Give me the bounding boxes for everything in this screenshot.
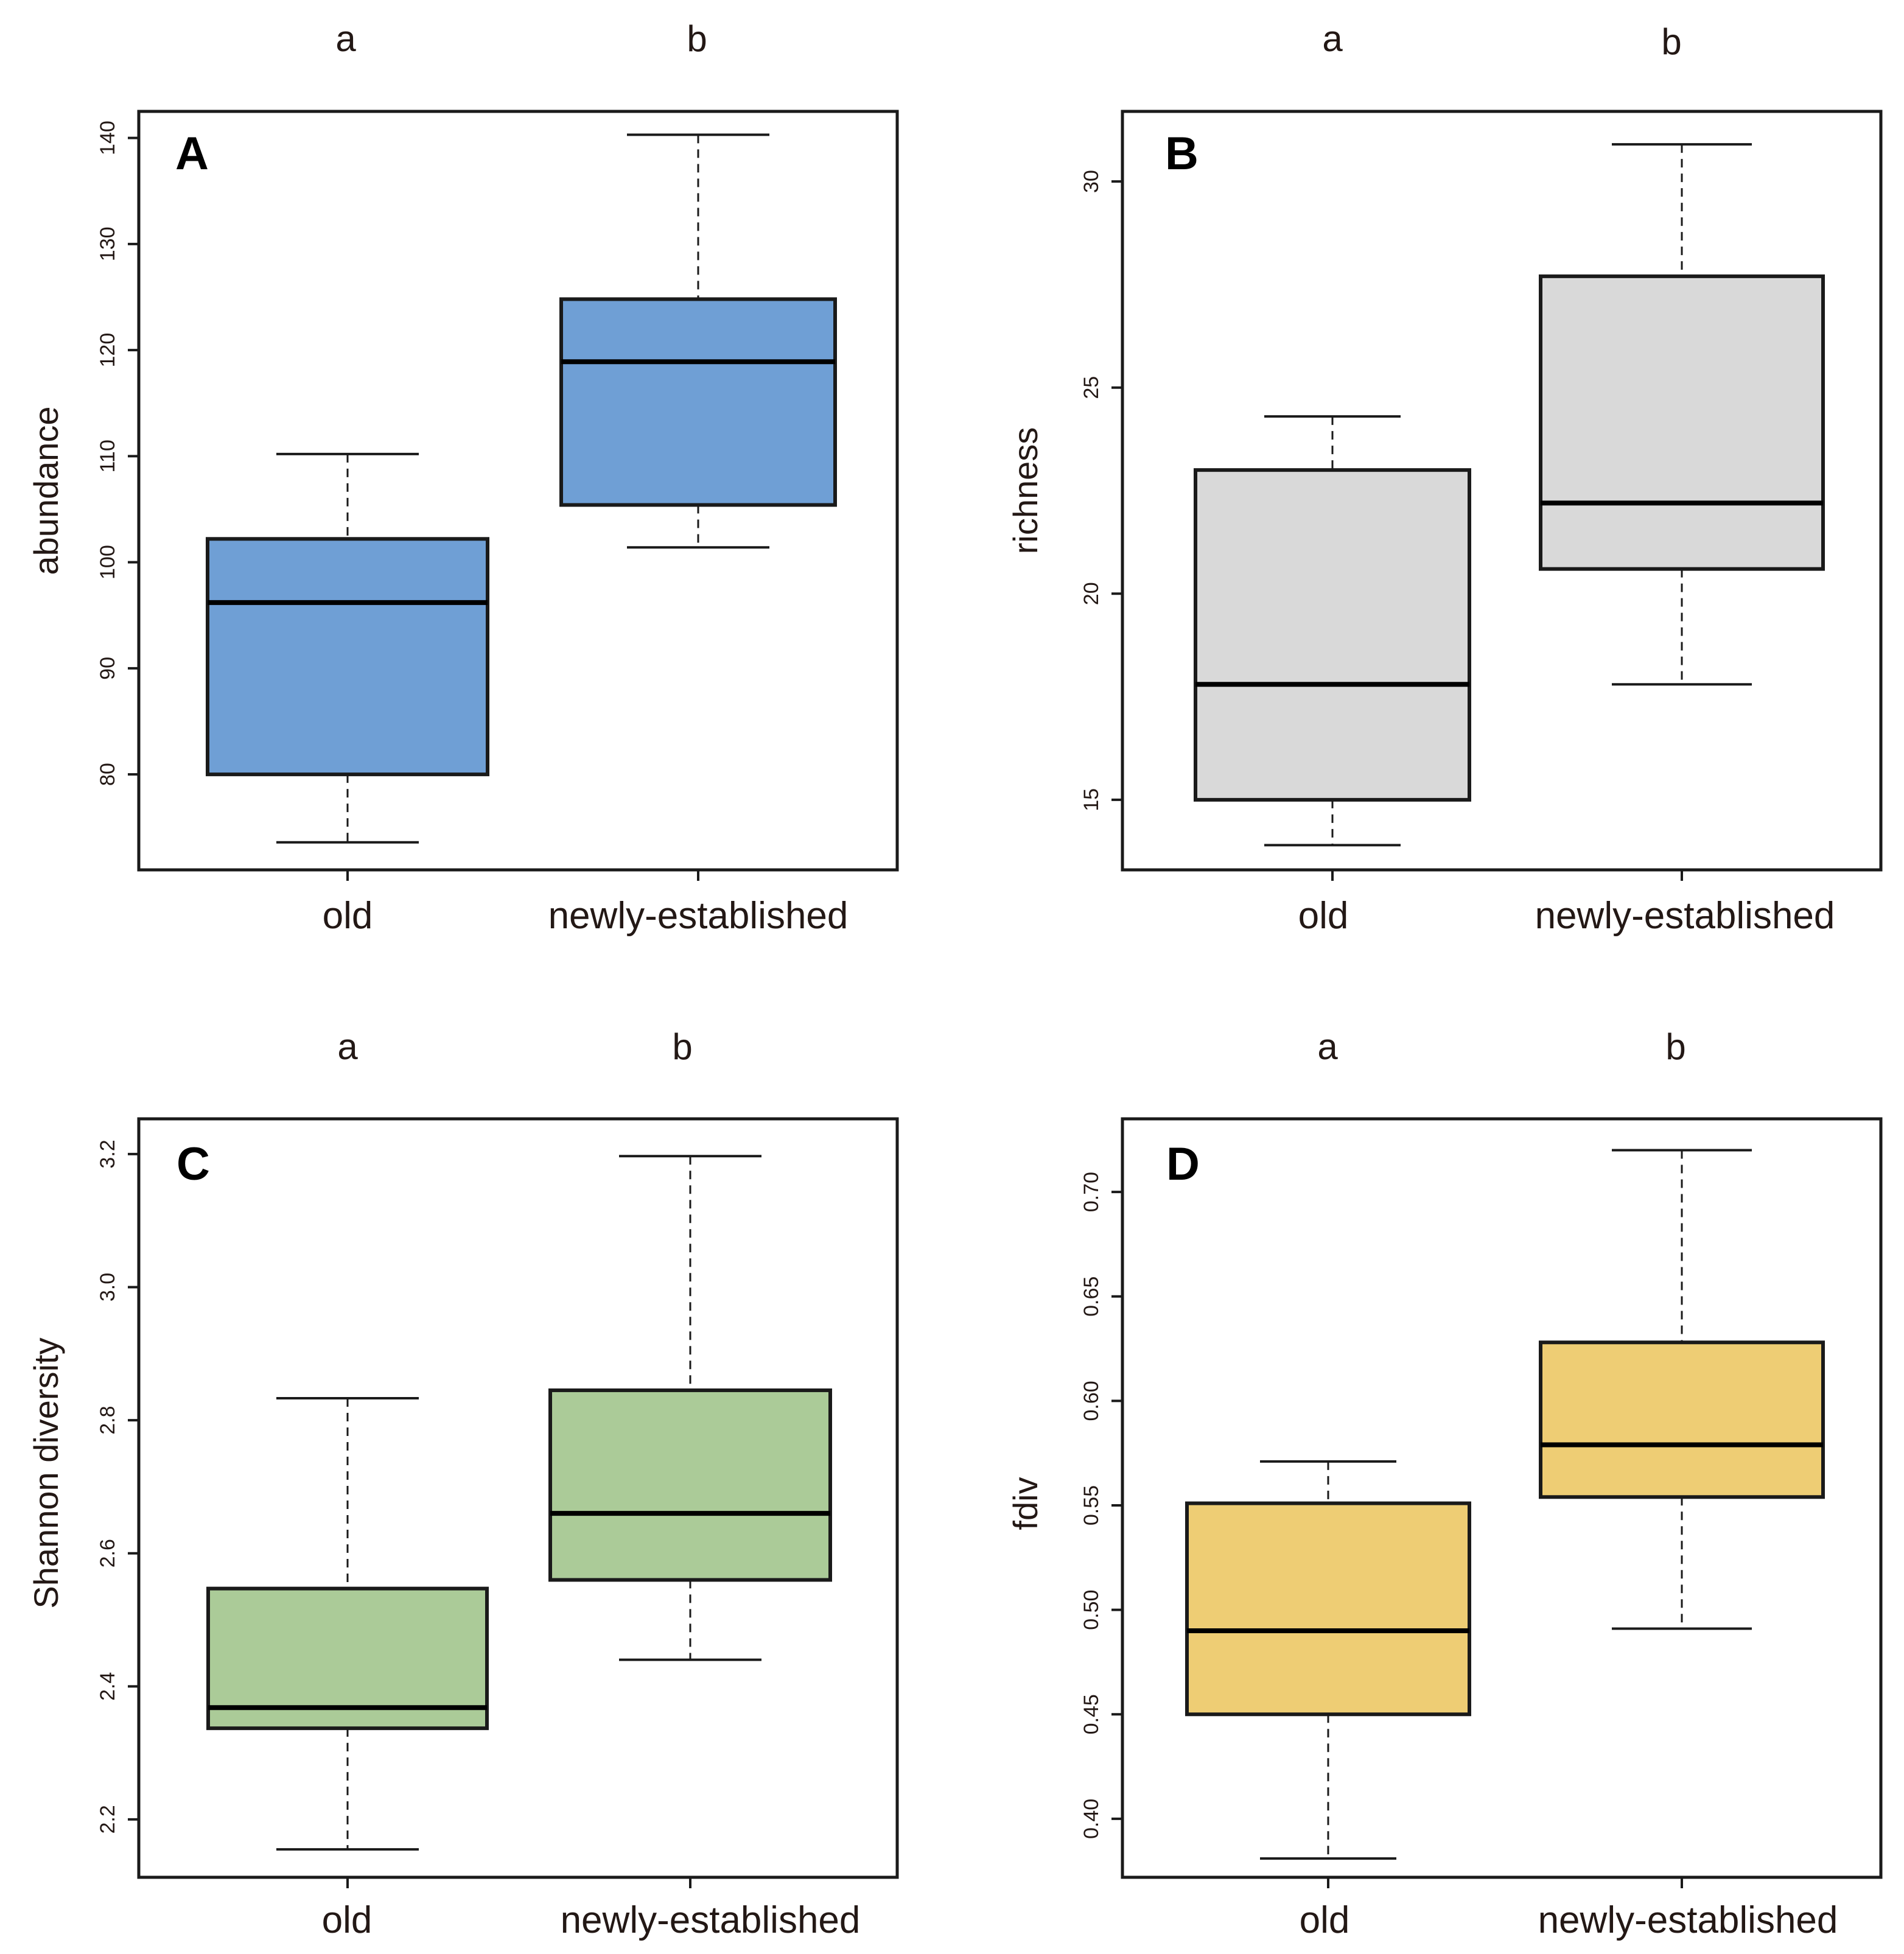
panel-a: A abundance old newly-established a b 80… [27, 18, 899, 937]
iqr-box [206, 1586, 489, 1731]
plot-frame [137, 110, 899, 872]
y-axis-title: richness [1006, 427, 1045, 555]
significance-letter-newly-established: b [672, 1026, 692, 1067]
box-newly-established [1539, 1149, 1825, 1630]
boxplots [206, 133, 837, 844]
y-tick-label: 90 [96, 657, 119, 680]
y-tick-label: 0.40 [1080, 1799, 1103, 1839]
panel-c: C Shannon diversity old newly-establishe… [27, 1026, 899, 1941]
box-newly-established [548, 1155, 832, 1661]
y-tick-label: 20 [1080, 582, 1103, 605]
y-tick-label: 3.2 [96, 1140, 119, 1168]
category-label-newly-established: newly-established [548, 895, 849, 937]
y-tick-label: 130 [96, 226, 119, 261]
iqr-box [559, 297, 837, 507]
box-old [1194, 415, 1471, 847]
iqr-box [1539, 1340, 1825, 1499]
y-axis-title: abundance [27, 406, 65, 575]
iqr-box [206, 537, 489, 777]
panel-b: B richness old newly-established a b 15 2… [1006, 18, 1883, 937]
y-axis-ticks: 2.2 2.4 2.6 2.8 3.0 3.2 [96, 1140, 691, 1888]
significance-letter-old: a [1317, 1026, 1338, 1067]
panel-letter: C [177, 1138, 210, 1190]
category-label-old: old [1298, 895, 1349, 937]
y-axis-ticks: 80 90 100 110 120 130 140 [96, 121, 699, 881]
y-tick-label: 0.70 [1080, 1172, 1103, 1212]
y-tick-label: 120 [96, 333, 119, 368]
y-tick-label: 0.45 [1080, 1694, 1103, 1734]
y-axis-ticks: 0.40 0.45 0.50 0.55 0.60 0.65 0.70 [1080, 1172, 1683, 1888]
plot-frame [1121, 110, 1883, 872]
y-tick-label: 140 [96, 121, 119, 155]
category-label-newly-established: newly-established [1538, 1899, 1838, 1941]
panel-letter: A [175, 128, 209, 180]
category-label-old: old [322, 1899, 373, 1941]
iqr-box [1539, 274, 1825, 571]
boxplots [206, 1155, 832, 1851]
boxplots [1185, 1149, 1825, 1860]
box-old [206, 452, 489, 844]
box-newly-established [559, 133, 837, 549]
boxplots [1194, 143, 1825, 847]
y-tick-label: 2.2 [96, 1805, 119, 1833]
y-axis-title: Shannon diversity [27, 1337, 65, 1608]
panel-letter: D [1166, 1138, 1200, 1190]
y-tick-label: 80 [96, 763, 119, 786]
y-tick-label: 2.6 [96, 1539, 119, 1567]
significance-letter-newly-established: b [1661, 21, 1681, 62]
significance-letter-old: a [337, 1026, 358, 1067]
box-old [1185, 1460, 1471, 1860]
significance-letter-newly-established: b [687, 18, 707, 59]
y-tick-label: 0.60 [1080, 1381, 1103, 1421]
plot-frame [137, 1117, 899, 1879]
y-tick-label: 3.0 [96, 1273, 119, 1301]
y-axis-title: fdiv [1006, 1477, 1045, 1530]
significance-letter-newly-established: b [1665, 1026, 1685, 1067]
significance-letter-old: a [335, 18, 356, 59]
y-tick-label: 0.50 [1080, 1590, 1103, 1630]
y-tick-label: 100 [96, 545, 119, 580]
y-axis-ticks: 15 20 25 30 [1080, 170, 1683, 881]
category-label-old: old [323, 895, 373, 937]
category-label-old: old [1300, 1899, 1350, 1941]
iqr-box [1185, 1501, 1471, 1717]
box-newly-established [1539, 143, 1825, 686]
y-tick-label: 0.55 [1080, 1485, 1103, 1525]
iqr-box [548, 1388, 832, 1582]
panel-d: D fdiv old newly-established a b 0.400.4… [1006, 1026, 1883, 1941]
y-tick-label: 25 [1080, 376, 1103, 399]
y-tick-label: 110 [96, 439, 119, 472]
y-tick-label: 2.4 [96, 1672, 119, 1701]
box-old [206, 1397, 489, 1851]
y-tick-label: 30 [1080, 170, 1103, 193]
y-tick-label: 2.8 [96, 1406, 119, 1434]
significance-letter-old: a [1322, 18, 1343, 59]
plot-frame [1121, 1117, 1883, 1879]
category-label-newly-established: newly-established [1535, 895, 1835, 937]
iqr-box [1194, 468, 1471, 802]
category-label-newly-established: newly-established [561, 1899, 861, 1941]
panel-letter: B [1165, 128, 1199, 180]
y-tick-label: 15 [1080, 788, 1103, 811]
y-tick-label: 0.65 [1080, 1276, 1103, 1317]
